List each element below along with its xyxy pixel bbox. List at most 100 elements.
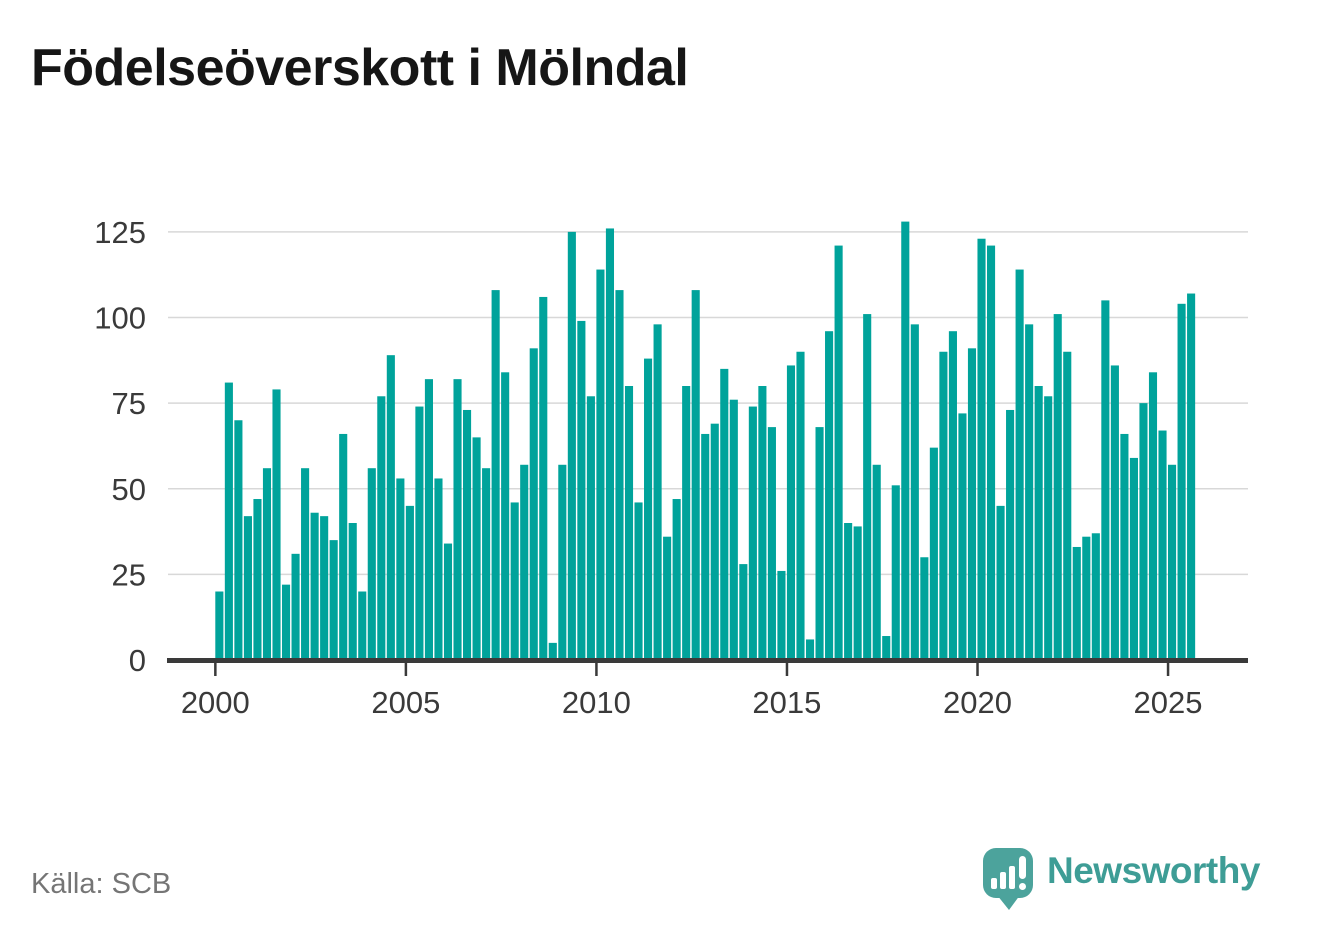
- bar: [577, 321, 585, 660]
- bar: [749, 407, 757, 660]
- bar: [1016, 270, 1024, 660]
- newsworthy-wordmark: Newsworthy: [1047, 847, 1260, 895]
- bar: [530, 348, 538, 660]
- bar: [1035, 386, 1043, 660]
- bar: [644, 359, 652, 660]
- bar: [473, 437, 481, 660]
- bar: [1082, 537, 1090, 660]
- y-tick-label: 50: [112, 472, 146, 507]
- bar: [492, 290, 500, 660]
- bar: [692, 290, 700, 660]
- bar: [835, 246, 843, 660]
- bar: [463, 410, 471, 660]
- bar: [377, 396, 385, 660]
- bar: [444, 544, 452, 660]
- bar: [1063, 352, 1071, 660]
- bar: [1130, 458, 1138, 660]
- newsworthy-branding: Newsworthy: [982, 847, 1260, 911]
- bar: [292, 554, 300, 660]
- bar: [1168, 465, 1176, 660]
- bar: [415, 407, 423, 660]
- bar: [225, 383, 233, 660]
- newsworthy-logo-icon: [982, 847, 1034, 911]
- bar: [1044, 396, 1052, 660]
- y-tick-label: 125: [94, 215, 146, 250]
- bar-chart: 0255075100125200020052010201520202025: [0, 0, 1322, 939]
- bar: [701, 434, 709, 660]
- bar: [549, 643, 557, 660]
- x-tick-label: 2000: [181, 685, 250, 720]
- bar: [663, 537, 671, 660]
- bar: [234, 420, 242, 660]
- bar: [558, 465, 566, 660]
- bar: [977, 239, 985, 660]
- bar: [320, 516, 328, 660]
- bar: [596, 270, 604, 660]
- bar: [1054, 314, 1062, 660]
- bar: [711, 424, 719, 660]
- bar: [358, 592, 366, 661]
- y-tick-label: 100: [94, 301, 146, 336]
- bar: [568, 232, 576, 660]
- bar: [739, 564, 747, 660]
- bar: [349, 523, 357, 660]
- bar: [758, 386, 766, 660]
- x-tick: [595, 663, 598, 676]
- x-tick: [405, 663, 408, 676]
- bar: [272, 389, 280, 660]
- bar: [997, 506, 1005, 660]
- x-tick-label: 2020: [943, 685, 1012, 720]
- bar: [606, 228, 614, 660]
- bar: [930, 448, 938, 660]
- bar: [387, 355, 395, 660]
- bar: [282, 585, 290, 660]
- x-tick-label: 2010: [562, 685, 631, 720]
- bar: [1006, 410, 1014, 660]
- bar: [615, 290, 623, 660]
- bar: [730, 400, 738, 660]
- bar: [882, 636, 890, 660]
- bar: [920, 557, 928, 660]
- bar: [1073, 547, 1081, 660]
- bar: [892, 485, 900, 660]
- bar: [787, 365, 795, 660]
- bar: [625, 386, 633, 660]
- bar: [1178, 304, 1186, 660]
- bar: [330, 540, 338, 660]
- bar: [539, 297, 547, 660]
- bar: [816, 427, 824, 660]
- bar: [587, 396, 595, 660]
- y-tick-label: 25: [112, 557, 146, 592]
- x-tick: [1167, 663, 1170, 676]
- bar: [339, 434, 347, 660]
- bar: [520, 465, 528, 660]
- bar: [1092, 533, 1100, 660]
- bar: [311, 513, 319, 660]
- bar: [482, 468, 490, 660]
- bar: [911, 324, 919, 660]
- bar: [777, 571, 785, 660]
- bar: [634, 502, 642, 660]
- bar: [987, 246, 995, 660]
- bar: [901, 222, 909, 660]
- bar: [215, 592, 223, 661]
- bar: [1149, 372, 1157, 660]
- bar: [1101, 300, 1109, 660]
- bar: [511, 502, 519, 660]
- bar: [244, 516, 252, 660]
- bar: [949, 331, 957, 660]
- bar: [806, 639, 814, 660]
- bar: [301, 468, 309, 660]
- bar: [844, 523, 852, 660]
- x-tick: [786, 663, 789, 676]
- x-axis-line: [167, 658, 1248, 663]
- bar: [253, 499, 261, 660]
- bar: [1025, 324, 1033, 660]
- bar: [396, 478, 404, 660]
- y-tick-label: 0: [129, 643, 146, 678]
- bar: [406, 506, 414, 660]
- bar: [453, 379, 461, 660]
- bar: [1120, 434, 1128, 660]
- bar: [939, 352, 947, 660]
- x-tick-label: 2005: [371, 685, 440, 720]
